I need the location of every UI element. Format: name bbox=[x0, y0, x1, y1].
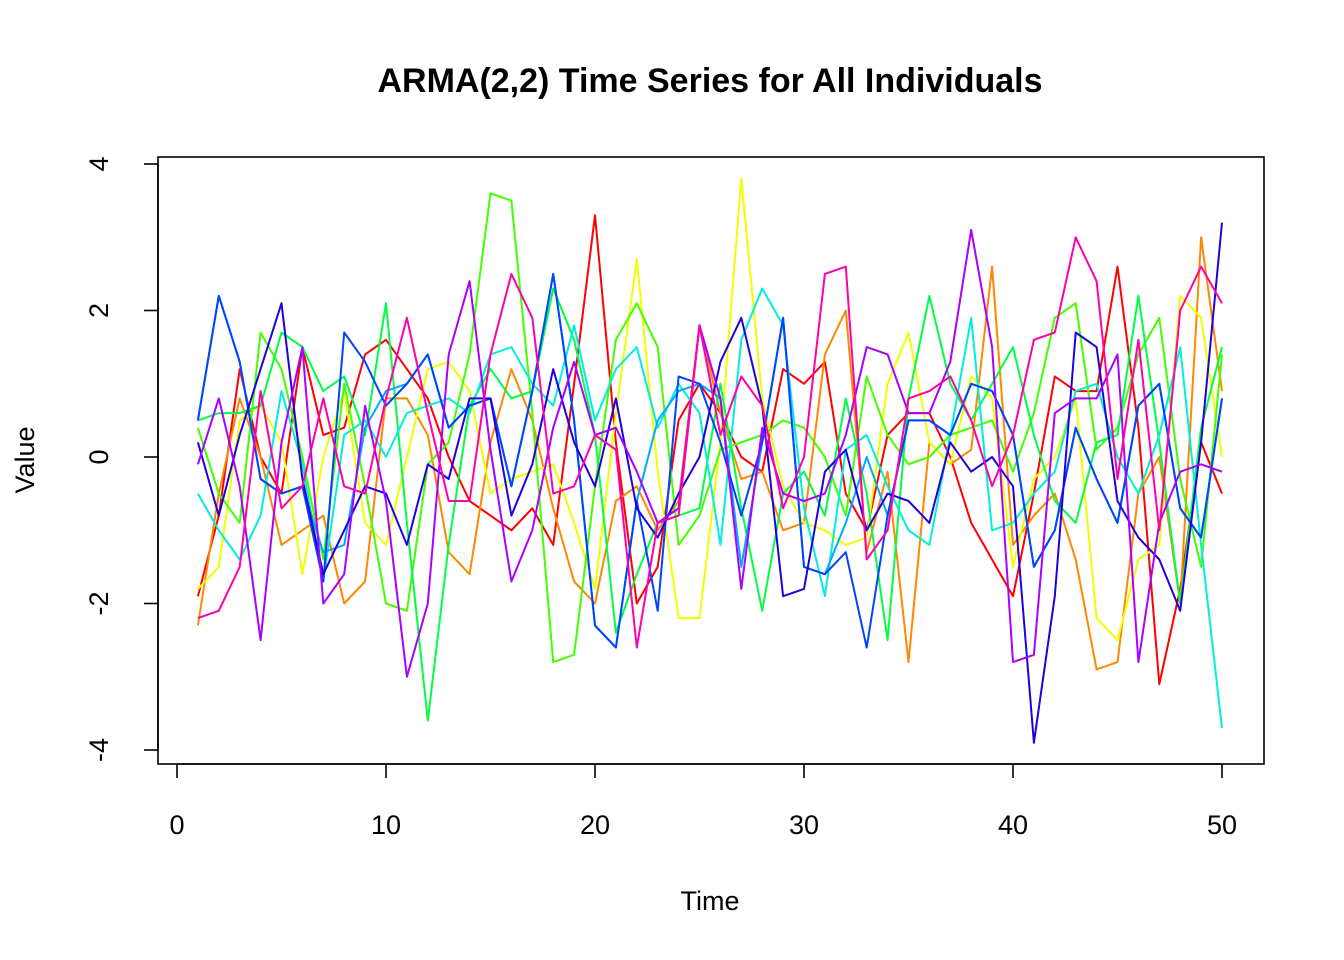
x-tick-label: 40 bbox=[998, 810, 1028, 840]
x-axis-label: Time bbox=[681, 886, 740, 916]
series-line-8 bbox=[196, 272, 1223, 649]
x-tick-label: 20 bbox=[580, 810, 610, 840]
y-tick-label: -4 bbox=[84, 738, 114, 762]
chart-title: ARMA(2,2) Time Series for All Individual… bbox=[377, 62, 1042, 100]
x-tick-label: 10 bbox=[371, 810, 401, 840]
x-tick-label: 0 bbox=[169, 810, 184, 840]
y-tick-label: -2 bbox=[84, 591, 114, 615]
y-axis: -4 -2 0 2 4 bbox=[84, 156, 159, 762]
series-line-10 bbox=[196, 228, 1223, 678]
x-tick-label: 30 bbox=[789, 810, 819, 840]
series-line-11 bbox=[197, 236, 1223, 649]
series-line-6 bbox=[197, 287, 1223, 729]
y-axis-label: Value bbox=[10, 426, 40, 493]
series-line-5 bbox=[197, 287, 1223, 722]
y-tick-label: 2 bbox=[84, 303, 114, 318]
series-line-2 bbox=[196, 236, 1223, 671]
x-axis: 0 10 20 30 40 50 bbox=[169, 763, 1237, 840]
series-line-9 bbox=[196, 222, 1223, 744]
series-line-1 bbox=[196, 214, 1223, 686]
plot-area bbox=[157, 156, 1265, 765]
y-tick-label: 0 bbox=[84, 449, 114, 464]
series-group bbox=[196, 177, 1223, 744]
y-tick-label: 4 bbox=[84, 156, 114, 171]
x-tick-label: 50 bbox=[1207, 810, 1237, 840]
